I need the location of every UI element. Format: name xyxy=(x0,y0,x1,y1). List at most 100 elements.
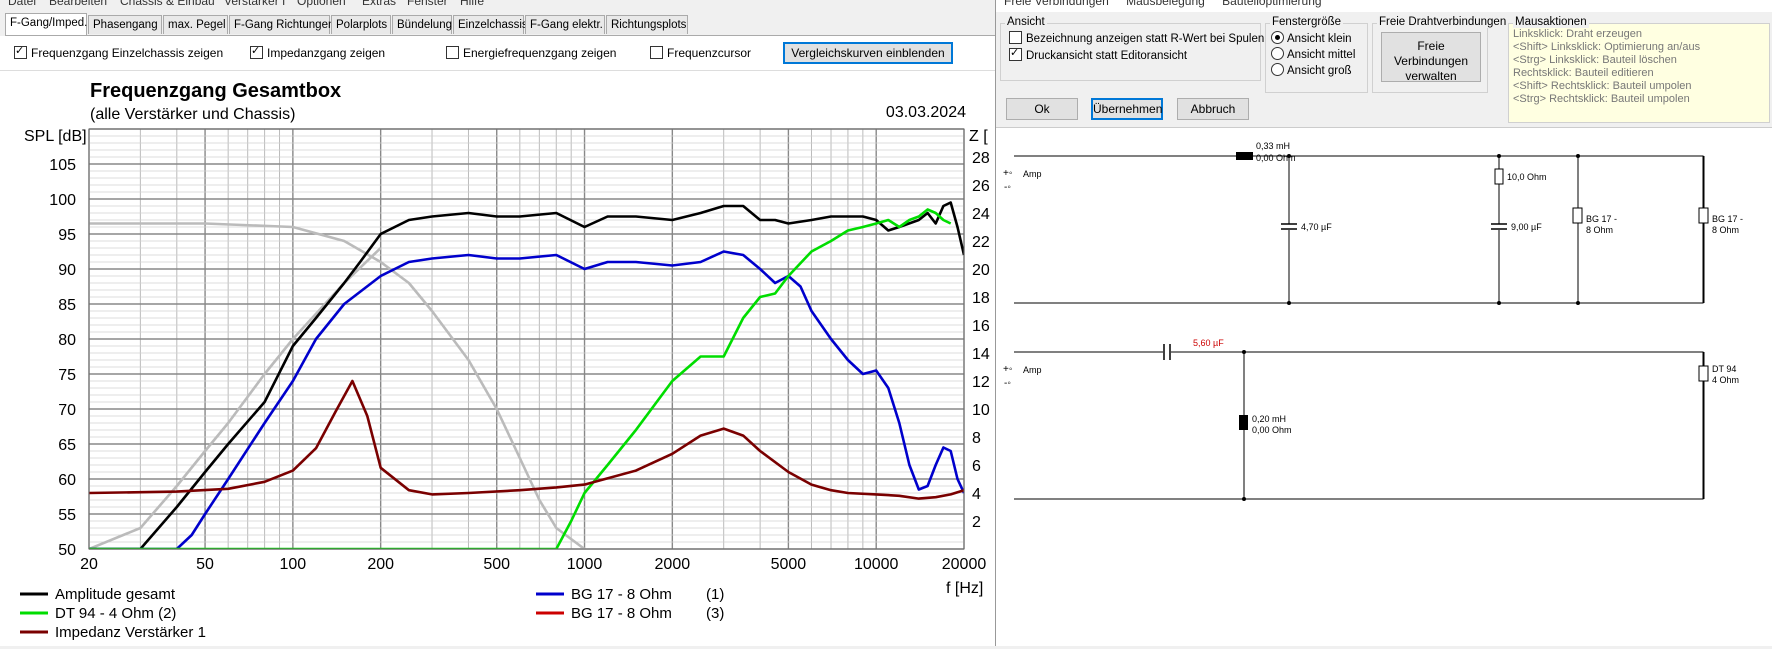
capacitor-icon[interactable] xyxy=(1491,223,1507,230)
legend-label: Amplitude gesamt xyxy=(55,586,176,603)
tab-fgang-richtungen[interactable]: F-Gang Richtungen xyxy=(229,15,334,34)
resistor-icon[interactable] xyxy=(1494,168,1504,185)
cancel-button[interactable]: Abbruch xyxy=(1177,98,1249,120)
tab-strip: F-Gang/Imped. Phasengang max. Pegel F-Ga… xyxy=(5,13,995,36)
y2-tick-label: 8 xyxy=(972,430,981,447)
checkbox-einzelchassis[interactable]: Frequenzgang Einzelchassis zeigen xyxy=(14,44,223,60)
compare-curves-button[interactable]: Vergleichskurven einblenden xyxy=(783,42,953,64)
y2-tick-label: 20 xyxy=(972,262,990,279)
help-line: Rechtsklick: Bauteil editieren xyxy=(1513,67,1654,79)
y2-tick-label: 6 xyxy=(972,458,981,475)
checkbox-frequenzcursor-label: Frequenzcursor xyxy=(667,46,752,60)
right-pane: Freie Verbindungen Mausbelegung Bauteilo… xyxy=(995,0,1772,646)
crossover-schematic: 0,33 mH 0,00 Ohm 4,70 µF 10,0 Ohm 9,00 µ… xyxy=(1003,141,1743,501)
radio-ansicht-klein-label: Ansicht klein xyxy=(1287,33,1352,45)
checkbox-impedanz[interactable]: Impedanzgang zeigen xyxy=(250,44,385,60)
circuit2-junctions xyxy=(1242,350,1246,501)
menu-extras[interactable]: Extras xyxy=(362,0,397,8)
y2-tick-label: 10 xyxy=(972,402,990,419)
chart-grid xyxy=(88,128,965,550)
fenstergroesse-group-title: Fenstergröße xyxy=(1270,16,1344,28)
tab-max-pegel[interactable]: max. Pegel xyxy=(163,15,228,34)
capacitor-icon[interactable] xyxy=(1163,344,1171,360)
checkbox-box[interactable] xyxy=(446,46,459,59)
menu-bearbeiten[interactable]: Bearbeiten xyxy=(49,0,108,8)
inductor-icon[interactable] xyxy=(1239,415,1248,430)
circuit1-sp1-impedance: 8 Ohm xyxy=(1586,225,1613,235)
y-tick-label: 90 xyxy=(58,262,76,279)
circuit1-wires xyxy=(1014,155,1705,304)
x-tick-label: 2000 xyxy=(655,556,691,573)
drahtverbindungen-group: Freie Drahtverbindungen Freie Verbindung… xyxy=(1372,16,1509,93)
checkbox-box[interactable] xyxy=(650,46,663,59)
menu-fenster[interactable]: Fenster xyxy=(407,0,448,8)
menu-verstaerker[interactable]: Verstärker I xyxy=(224,0,286,8)
ok-button[interactable]: Ok xyxy=(1006,98,1078,120)
capacitor-icon[interactable] xyxy=(1281,223,1297,230)
chart-title: Frequenzgang Gesamtbox xyxy=(90,80,341,102)
circuit1-amp-label: Amp xyxy=(1023,169,1042,179)
inductor-icon[interactable] xyxy=(1236,152,1253,160)
circuit1-junctions xyxy=(1287,154,1580,305)
circuit1-amp-terminals: +◦ xyxy=(1003,168,1012,179)
checkbox-frequenzcursor[interactable]: Frequenzcursor xyxy=(650,46,751,60)
speaker-icon[interactable] xyxy=(1572,207,1583,224)
circuit1-sp2-name: BG 17 - xyxy=(1712,214,1743,224)
mausaktionen-group-title: Mausaktionen xyxy=(1513,16,1589,28)
radio-ansicht-gross[interactable]: Ansicht groß xyxy=(1271,63,1352,77)
circuit2-amp-label: Amp xyxy=(1023,365,1042,375)
checkbox-energie[interactable]: Energiefrequenzgang zeigen xyxy=(446,46,616,60)
series-line-bg-17-8-ohm xyxy=(89,250,964,549)
x-tick-label: 20 xyxy=(80,556,98,573)
series-line-impedanz-verst-rker-1 xyxy=(89,379,964,500)
chart-ticks: 20 50 100 200 500 1000 2000 5000 10000 2000050556… xyxy=(49,150,990,573)
radio-dot[interactable] xyxy=(1271,47,1284,60)
menu-freie-verbindungen[interactable]: Freie Verbindungen xyxy=(1004,0,1109,8)
tab-polarplots[interactable]: Polarplots xyxy=(331,15,391,34)
checkbox-box[interactable] xyxy=(250,44,263,59)
circuit1-l1-resistance: 0,00 Ohm xyxy=(1256,153,1296,163)
circuit2-sp1-name: DT 94 xyxy=(1712,364,1736,374)
menu-mausbelegung[interactable]: Mausbelegung xyxy=(1126,0,1205,8)
menu-bauteiloptimierung[interactable]: Bauteiloptimierung xyxy=(1222,0,1322,8)
speaker-icon[interactable] xyxy=(1698,365,1709,382)
radio-ansicht-klein[interactable]: Ansicht klein xyxy=(1271,31,1352,45)
menu-datei[interactable]: Datei xyxy=(8,0,37,8)
freie-verbindungen-button[interactable]: Freie Verbindungen verwalten xyxy=(1381,32,1481,83)
y-axis-label: SPL [dB] xyxy=(24,128,87,145)
speaker-icon[interactable] xyxy=(1698,207,1709,224)
tab-richtungsplots[interactable]: Richtungsplots xyxy=(606,15,688,34)
y-tick-label: 100 xyxy=(49,192,76,209)
y2-tick-label: 18 xyxy=(972,290,990,307)
help-line: Linksklick: Draht erzeugen xyxy=(1513,28,1643,40)
y2-tick-label: 28 xyxy=(972,150,990,167)
tab-fgang-elektr[interactable]: F-Gang elektr. xyxy=(525,15,605,34)
y2-tick-label: 26 xyxy=(972,178,990,195)
crossover-menubar: Freie Verbindungen Mausbelegung Bauteilo… xyxy=(1004,0,1322,8)
checkbox-bezeichnung[interactable]: Bezeichnung anzeigen statt R-Wert bei Sp… xyxy=(1009,31,1264,45)
checkbox-box[interactable] xyxy=(1009,46,1022,61)
tab-phasengang[interactable]: Phasengang xyxy=(88,15,162,34)
checkbox-box[interactable] xyxy=(14,44,27,59)
checkbox-druckansicht-label: Druckansicht statt Editoransicht xyxy=(1026,50,1188,62)
apply-button[interactable]: Übernehmen xyxy=(1091,98,1163,120)
menu-hilfe[interactable]: Hilfe xyxy=(460,0,485,8)
checkbox-druckansicht[interactable]: Druckansicht statt Editoransicht xyxy=(1009,46,1188,62)
checkbox-box[interactable] xyxy=(1009,31,1022,44)
legend-label: BG 17 - 8 Ohm xyxy=(571,605,672,622)
ansicht-group-title: Ansicht xyxy=(1005,16,1047,28)
radio-dot[interactable] xyxy=(1271,31,1284,44)
radio-ansicht-mittel[interactable]: Ansicht mittel xyxy=(1271,47,1355,61)
radio-dot[interactable] xyxy=(1271,63,1284,76)
checkbox-bezeichnung-label: Bezeichnung anzeigen statt R-Wert bei Sp… xyxy=(1026,33,1265,45)
tab-einzelchassis[interactable]: Einzelchassis xyxy=(453,15,528,34)
tab-buendelung[interactable]: Bündelung xyxy=(392,15,452,34)
circuit2-amp-terminal-minus: -◦ xyxy=(1004,378,1011,389)
menu-chassis-einbau[interactable]: Chassis & Einbau xyxy=(120,0,215,8)
tab-fgang-imped[interactable]: F-Gang/Imped. xyxy=(5,13,87,35)
help-line: <Shift> Linksklick: Optimierung an/aus xyxy=(1513,41,1701,53)
left-pane: Datei Bearbeiten Chassis & Einbau Verstä… xyxy=(0,0,995,646)
series-line-vergleichskurve xyxy=(89,222,586,549)
menu-optionen[interactable]: Optionen xyxy=(297,0,346,8)
circuit1-l1-value: 0,33 mH xyxy=(1256,141,1290,151)
